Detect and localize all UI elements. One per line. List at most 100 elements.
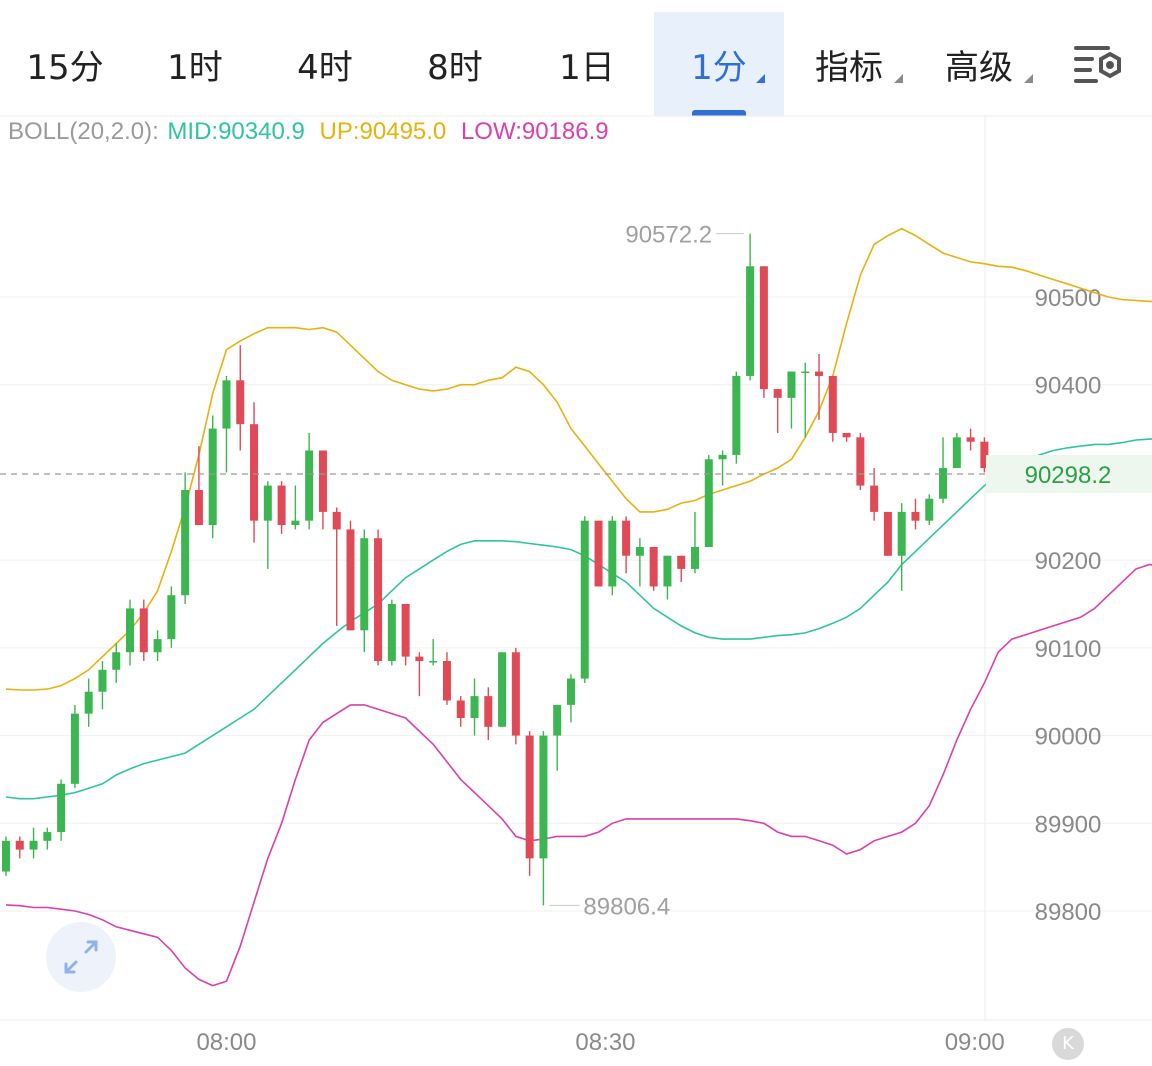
candle-body: [691, 546, 699, 569]
candle-body: [883, 511, 892, 556]
tab-8h[interactable]: 8时: [390, 12, 520, 116]
candle-body: [15, 840, 24, 850]
candle-body: [608, 520, 617, 587]
candle-body: [43, 832, 52, 841]
candle-body: [484, 696, 493, 727]
y-tick-label: 89900: [1035, 811, 1102, 838]
candle-body: [966, 437, 975, 442]
candle-body: [746, 266, 755, 376]
candle-body: [856, 437, 865, 486]
candle-body: [511, 652, 520, 736]
candle-body: [718, 454, 727, 460]
candle-body: [952, 437, 961, 469]
candle-body: [374, 538, 383, 662]
candle-body: [539, 735, 548, 859]
min-price-label: 89806.4: [583, 893, 670, 920]
y-tick-label: 90200: [1035, 548, 1102, 575]
tab-label: 指标: [815, 47, 883, 88]
candle-body: [870, 485, 879, 512]
scroll-latest-button[interactable]: K: [1052, 1028, 1084, 1060]
y-tick-label: 90000: [1035, 724, 1102, 751]
candle-body: [939, 468, 948, 499]
candle-body: [622, 520, 631, 556]
y-tick-label: 90100: [1035, 636, 1102, 663]
current-price-tag: [986, 455, 1152, 494]
candle-body: [387, 604, 396, 662]
y-tick-label: 90400: [1035, 373, 1102, 400]
candle-body: [980, 441, 989, 469]
current-price-label: 90298.2: [1025, 462, 1112, 489]
candle-body: [525, 735, 534, 859]
candle-body: [456, 700, 465, 719]
tab-label: 8时: [427, 47, 483, 88]
boll-low-value: LOW:90186.9: [460, 118, 609, 145]
candle-body: [897, 511, 906, 556]
dropdown-triangle-icon: [756, 74, 765, 83]
candle-body: [263, 485, 272, 521]
candle-body: [167, 595, 176, 640]
candle-body: [126, 608, 135, 653]
tab-1h[interactable]: 1时: [130, 12, 260, 116]
candle-body: [649, 546, 658, 587]
candle-body: [732, 375, 741, 455]
max-price-label: 90572.2: [625, 222, 712, 249]
boll-name: BOLL(20,2.0):: [8, 118, 159, 145]
x-tick-label: 08:00: [196, 1029, 256, 1056]
tab-label: 15分: [26, 47, 104, 88]
candle-body: [442, 661, 451, 701]
candle-body: [925, 498, 934, 521]
tab-label: 高级: [945, 47, 1013, 88]
candle-body: [153, 639, 162, 653]
candle-body: [70, 713, 79, 784]
x-tick-label: 09:00: [945, 1029, 1005, 1056]
boll-mid-line: [5, 438, 1152, 800]
tab-1d[interactable]: 1日: [520, 12, 654, 116]
expand-chart-button[interactable]: [46, 922, 116, 992]
candle-body: [580, 520, 589, 679]
candle-body: [98, 669, 107, 692]
candle-body: [236, 380, 245, 425]
candle-body: [801, 371, 810, 374]
candle-body: [704, 459, 713, 547]
candle-body: [332, 511, 341, 530]
candle-body: [346, 529, 355, 631]
tab-indicators[interactable]: 指标: [784, 12, 914, 116]
tab-label: 1日: [559, 47, 615, 88]
y-tick-label: 89800: [1035, 899, 1102, 926]
y-tick-label: 90500: [1035, 285, 1102, 312]
candle-body: [498, 652, 507, 727]
candle-body: [222, 380, 231, 429]
candle-body: [2, 840, 10, 872]
candle-body: [29, 840, 38, 850]
candle-body: [594, 520, 603, 587]
boll-legend: BOLL(20,2.0): MID:90340.9 UP:90495.0 LOW…: [8, 118, 617, 146]
candle-body: [305, 450, 314, 521]
tab-1m[interactable]: 1分: [654, 12, 784, 116]
candle-body: [84, 691, 93, 714]
candle-body: [112, 652, 121, 670]
candle-body: [635, 546, 644, 556]
candle-body: [787, 371, 796, 398]
candle-body: [291, 520, 300, 526]
tab-advanced[interactable]: 高级: [914, 12, 1044, 116]
chart-settings-button[interactable]: [1068, 40, 1128, 90]
tab-4h[interactable]: 4时: [260, 12, 390, 116]
dropdown-triangle-icon: [894, 74, 903, 83]
x-tick-label: 08:30: [575, 1029, 635, 1056]
candle-body: [677, 555, 686, 569]
candle-body: [250, 424, 259, 521]
tab-15m[interactable]: 15分: [0, 12, 130, 116]
dropdown-triangle-icon: [1024, 74, 1033, 83]
candle-body: [318, 450, 327, 512]
candle-body: [415, 656, 424, 662]
candle-body: [842, 432, 851, 438]
candle-body: [277, 485, 286, 526]
candle-body: [181, 489, 190, 596]
candle-body: [194, 489, 203, 526]
candle-body: [773, 389, 782, 398]
candle-body: [553, 704, 562, 736]
boll-mid-value: MID:90340.9: [167, 118, 305, 145]
boll-up-line: [5, 227, 1152, 691]
tab-label: 1时: [167, 47, 223, 88]
